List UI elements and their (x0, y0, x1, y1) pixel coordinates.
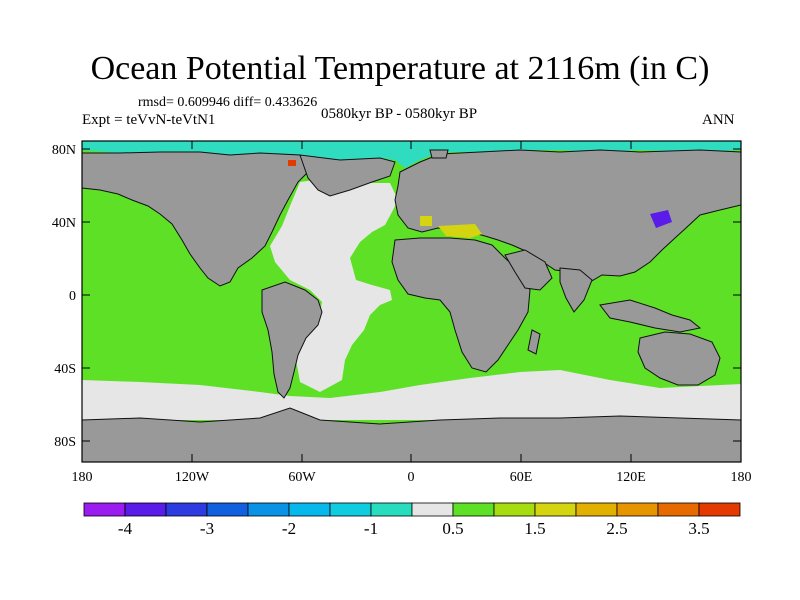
colorbar-swatch (165, 502, 208, 517)
colorbar-swatch (370, 502, 413, 517)
colorbar-label: 2.5 (606, 519, 627, 538)
stats-text: rmsd= 0.609946 diff= 0.433626 (138, 95, 318, 110)
atlantic-white (270, 178, 398, 392)
arctic-ocean (82, 141, 741, 168)
colorbar-label: 1.5 (524, 519, 545, 538)
lat-label: 0 (69, 289, 76, 304)
colorbar-label: -1 (364, 519, 378, 538)
colorbar-swatch (534, 502, 577, 517)
colorbar-label: 3.5 (688, 519, 709, 538)
colorbar-swatch (247, 502, 290, 517)
colorbar-label: 0.5 (442, 519, 463, 538)
lon-label: 120W (175, 470, 210, 485)
colorbar-swatch (493, 502, 536, 517)
period-label: 0580kyr BP - 0580kyr BP (321, 106, 478, 122)
lat-label: 40S (54, 362, 76, 377)
land-indonesia (599, 299, 702, 333)
lat-label: 80S (54, 435, 76, 450)
map-title: Ocean Potential Temperature at 2116m (in… (90, 50, 710, 87)
anomaly-japan-sea (650, 210, 672, 228)
lon-label: 180 (72, 470, 93, 485)
land-madagascar (527, 329, 541, 355)
lat-label: 40N (52, 216, 76, 231)
colorbar-swatch (329, 502, 372, 517)
colorbar-swatch (288, 502, 331, 517)
lon-label: 180 (731, 470, 752, 485)
lat-label: 80N (52, 143, 76, 158)
lon-label: 60W (288, 470, 316, 485)
colorbar-swatch (206, 502, 249, 517)
colorbar-swatch (411, 502, 454, 517)
southern-ocean-white (82, 370, 741, 420)
lon-label: 60E (510, 470, 533, 485)
anomaly-mediterranean (420, 216, 482, 238)
land-australia (637, 331, 721, 386)
colorbar-swatch (657, 502, 700, 517)
land-eurasia (394, 149, 742, 283)
colorbar-label: -3 (200, 519, 214, 538)
colorbar-swatch (83, 502, 126, 517)
land-africa (391, 237, 531, 373)
land-india (559, 267, 593, 313)
lon-label: 120E (616, 470, 646, 485)
anomaly-arctic-red (288, 160, 296, 166)
colorbar (83, 502, 741, 517)
colorbar-swatch (575, 502, 618, 517)
colorbar-label: -4 (118, 519, 133, 538)
colorbar-swatch (616, 502, 659, 517)
colorbar-swatch (124, 502, 167, 517)
land-north-america (81, 151, 311, 287)
lon-label: 0 (408, 470, 415, 485)
experiment-label: Expt = teVvN-teVtN1 (82, 112, 216, 128)
land-south-america (261, 281, 323, 399)
land-svalbard (429, 149, 449, 159)
colorbar-swatch (698, 502, 741, 517)
land-greenland (299, 154, 396, 197)
season-label: ANN (702, 112, 735, 128)
colorbar-swatch (452, 502, 495, 517)
colorbar-label: -2 (282, 519, 296, 538)
land-arabia (504, 249, 553, 291)
